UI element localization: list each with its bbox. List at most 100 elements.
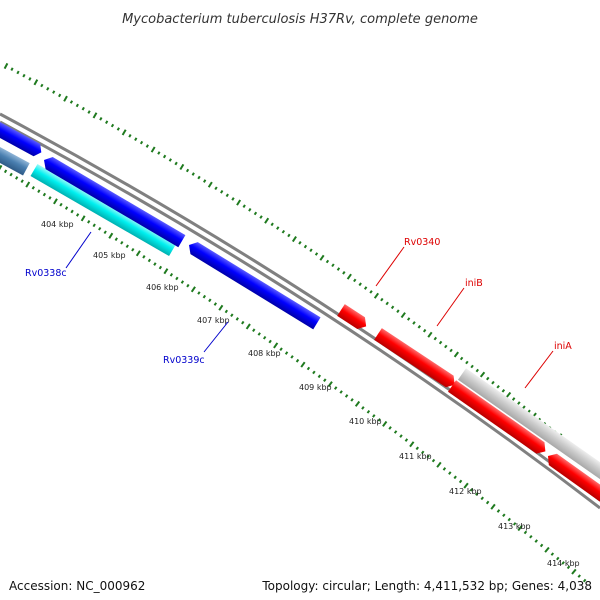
tick-mark bbox=[179, 163, 185, 171]
tick-mark bbox=[15, 176, 19, 180]
gene-feature-rv0340[interactable] bbox=[337, 304, 370, 332]
tick-mark bbox=[190, 286, 196, 293]
tick-label: 411 kbp bbox=[399, 452, 432, 461]
tick-label: 412 kbp bbox=[449, 487, 482, 496]
gene-feature-reverse-blue-top[interactable] bbox=[0, 114, 45, 158]
tick-mark bbox=[582, 578, 587, 583]
tick-mark bbox=[242, 204, 246, 208]
gene-feature-reverse-blue-mid[interactable] bbox=[40, 154, 186, 248]
gene-label-inia[interactable]: iniA bbox=[554, 341, 572, 352]
tick-mark bbox=[253, 211, 258, 216]
tick-mark bbox=[0, 164, 3, 171]
tick-mark bbox=[400, 312, 406, 319]
tick-mark bbox=[284, 351, 289, 355]
tick-mark bbox=[393, 430, 398, 434]
tick-mark bbox=[388, 426, 392, 430]
tick-mark bbox=[373, 292, 380, 299]
tick-mark bbox=[382, 420, 388, 427]
tick-mark bbox=[224, 309, 229, 314]
genome-summary-text: Topology: circular; Length: 4,411,532 bp… bbox=[262, 579, 592, 593]
tick-mark bbox=[63, 95, 68, 102]
tick-mark bbox=[108, 232, 114, 239]
tick-mark bbox=[128, 134, 132, 138]
tick-mark bbox=[491, 380, 495, 385]
tick-mark bbox=[207, 181, 213, 188]
tick-mark bbox=[10, 67, 14, 71]
gene-feature-forward-grey[interactable] bbox=[457, 368, 600, 483]
gene-label-rv0339c[interactable]: Rv0339c bbox=[163, 355, 205, 366]
tick-mark bbox=[523, 530, 528, 535]
gene-feature-inib[interactable] bbox=[374, 328, 458, 390]
tick-mark bbox=[291, 236, 297, 243]
accession-text: Accession: NC_000962 bbox=[9, 579, 146, 593]
tick-mark bbox=[287, 233, 291, 238]
tick-mark bbox=[135, 250, 141, 257]
tick-mark bbox=[319, 254, 325, 261]
tick-mark bbox=[385, 301, 389, 306]
label-leader-rv0340 bbox=[375, 246, 405, 287]
tick-mark bbox=[208, 298, 212, 303]
gene-feature-inia[interactable] bbox=[447, 380, 549, 457]
tick-mark bbox=[273, 342, 279, 349]
tick-mark bbox=[361, 406, 365, 410]
tick-mark bbox=[571, 568, 577, 575]
tick-mark bbox=[125, 244, 129, 249]
tick-mark bbox=[230, 313, 234, 317]
tick-mark bbox=[58, 93, 62, 98]
tick-mark bbox=[501, 388, 506, 393]
tick-mark bbox=[142, 255, 146, 259]
tick-mark bbox=[479, 371, 486, 378]
tick-mark bbox=[28, 77, 32, 81]
tick-label: 409 kbp bbox=[299, 383, 332, 392]
gene-label-rv0338c[interactable]: Rv0338c bbox=[25, 268, 67, 279]
tick-mark bbox=[75, 103, 79, 108]
gene-feature-rv0338c[interactable] bbox=[30, 163, 177, 257]
tick-mark bbox=[438, 340, 443, 345]
gene-feature-rv0339c[interactable] bbox=[185, 239, 321, 330]
tick-mark bbox=[103, 230, 107, 235]
tick-mark bbox=[465, 360, 469, 365]
tick-mark bbox=[511, 397, 516, 401]
tick-mark bbox=[99, 117, 103, 121]
tick-mark bbox=[268, 339, 272, 344]
tick-mark bbox=[458, 479, 463, 484]
tick-mark bbox=[323, 378, 327, 382]
tick-mark bbox=[245, 323, 251, 330]
tick-mark bbox=[427, 331, 433, 338]
tick-mark bbox=[70, 209, 74, 214]
tick-mark bbox=[539, 543, 544, 548]
tick-mark bbox=[309, 248, 313, 253]
tick-mark bbox=[396, 309, 400, 313]
backbone-inner-line bbox=[0, 120, 600, 510]
tick-mark bbox=[31, 186, 35, 190]
tick-mark bbox=[22, 73, 26, 78]
tick-mark bbox=[80, 215, 86, 222]
label-leader-inib bbox=[436, 287, 465, 327]
tick-mark bbox=[496, 384, 500, 389]
tick-mark bbox=[369, 290, 373, 294]
map-title: Mycobacterium tuberculosis H37Rv, comple… bbox=[122, 12, 478, 27]
tick-mark bbox=[81, 106, 85, 111]
tick-mark bbox=[333, 386, 338, 390]
tick-mark bbox=[336, 267, 341, 271]
tick-mark bbox=[98, 226, 102, 231]
tick-mark bbox=[512, 522, 517, 526]
label-leader-rv0339c bbox=[203, 321, 229, 353]
gene-label-inib[interactable]: iniB bbox=[465, 278, 483, 289]
tick-mark bbox=[470, 364, 474, 369]
tick-mark bbox=[116, 127, 120, 131]
gene-label-rv0340[interactable]: Rv0340 bbox=[404, 237, 440, 248]
tick-mark bbox=[406, 317, 411, 321]
tick-label: 404 kbp bbox=[41, 220, 74, 229]
tick-mark bbox=[415, 446, 420, 451]
tick-mark bbox=[180, 280, 185, 284]
tick-mark bbox=[358, 282, 362, 287]
tick-mark bbox=[353, 278, 357, 283]
tick-mark bbox=[37, 189, 41, 193]
gene-feature-reverse-steel[interactable] bbox=[0, 139, 30, 176]
tick-mark bbox=[203, 179, 207, 183]
tick-mark bbox=[290, 355, 294, 359]
tick-label: 405 kbp bbox=[93, 251, 126, 260]
tick-mark bbox=[202, 294, 207, 299]
